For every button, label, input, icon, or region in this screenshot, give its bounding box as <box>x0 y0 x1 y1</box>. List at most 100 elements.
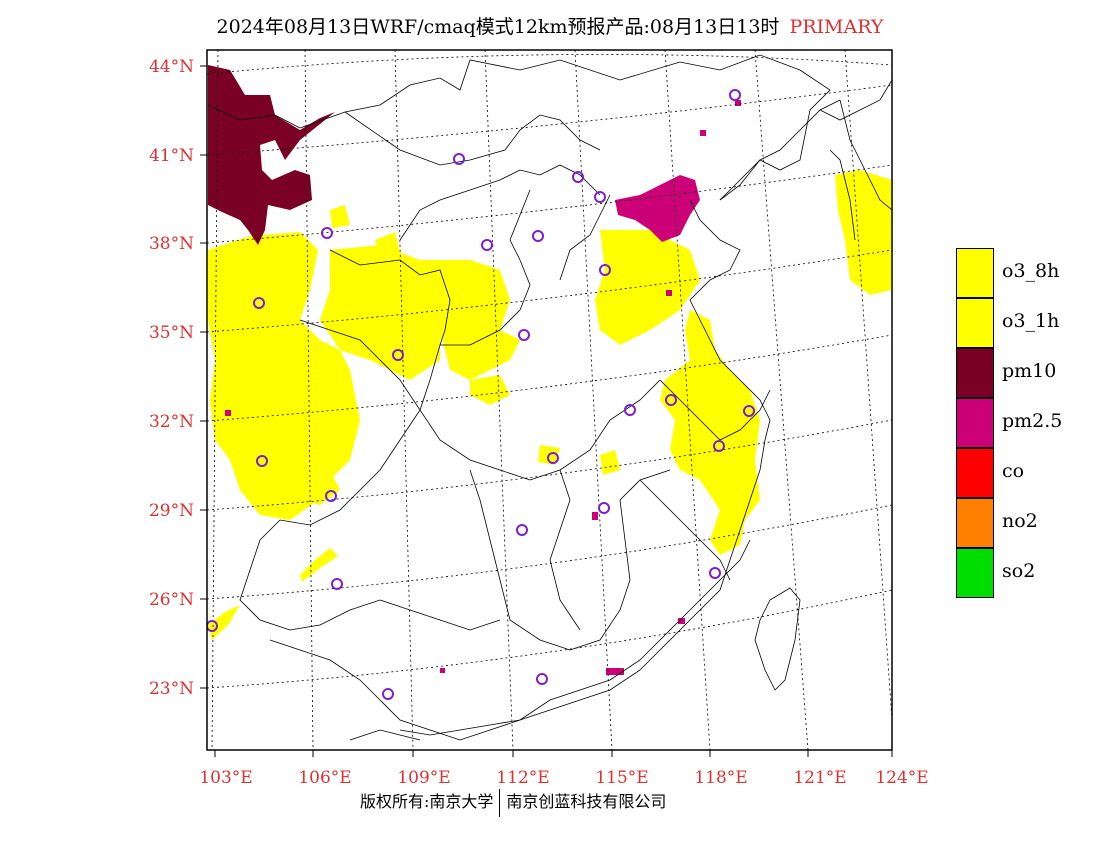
lat-label: 29°N <box>149 501 194 521</box>
longitude-labels: 103°E 106°E 109°E 112°E 115°E 118°E 121°… <box>199 768 928 788</box>
lat-label: 32°N <box>149 412 194 432</box>
legend-label: o3_1h <box>1002 310 1060 332</box>
boundary-guangxi <box>269 539 751 741</box>
lat-label: 44°N <box>149 57 194 77</box>
legend-swatch <box>956 548 994 598</box>
legend-label: o3_8h <box>1002 260 1060 282</box>
station-marker <box>382 688 394 700</box>
lon-label: 106°E <box>298 768 351 788</box>
meridian-115 <box>574 50 613 750</box>
meridian-121 <box>754 50 809 750</box>
o3-region-yunnan <box>208 605 240 640</box>
legend-swatch <box>956 398 994 448</box>
axis-ticks <box>200 65 893 757</box>
o3-region-loess <box>320 245 510 380</box>
legend-label: co <box>1002 460 1025 482</box>
boundary-east <box>659 379 771 441</box>
boundary-jilin <box>819 79 892 121</box>
parallel-26 <box>207 504 892 600</box>
station-marker <box>599 264 611 276</box>
title-tag: PRIMARY <box>789 16 884 38</box>
meridian-106 <box>304 50 314 750</box>
station-marker <box>518 329 530 341</box>
boundary-yunnan-guizhou <box>239 539 501 631</box>
lat-label: 23°N <box>149 679 194 699</box>
boundary-shanxi-hebei <box>559 194 611 281</box>
boundary-north-korea <box>829 149 856 241</box>
o3-region-guizhou <box>300 548 338 582</box>
copyright-footer: 版权所有:南京大学 南京创蓝科技有限公司 <box>360 788 666 817</box>
footer-separator <box>499 788 501 817</box>
o3-region-central <box>440 330 520 380</box>
o3-region-korea <box>835 170 892 295</box>
o3-region-west <box>208 232 360 520</box>
legend-label: pm10 <box>1002 360 1057 382</box>
lat-label: 35°N <box>149 323 194 343</box>
pm25-regions <box>225 100 741 675</box>
station-marker <box>256 455 268 467</box>
station-marker <box>253 297 265 309</box>
map-frame <box>206 49 893 751</box>
pm10-region-northwest <box>208 65 335 245</box>
lon-label: 115°E <box>595 768 648 788</box>
admin-boundaries <box>207 54 892 741</box>
o3-regions <box>208 170 892 640</box>
pm25-spot <box>700 130 706 136</box>
station-marker <box>598 502 610 514</box>
station-marker <box>481 239 493 251</box>
pm25-spot <box>678 618 685 624</box>
lon-label: 121°E <box>793 768 846 788</box>
station-marker <box>536 673 548 685</box>
title-main: 2024年08月13日WRF/cmaq模式12km预报产品:08月13日13时 <box>216 16 780 38</box>
boundary-china-north <box>207 54 831 201</box>
pm25-spot <box>606 668 624 675</box>
legend-label: pm2.5 <box>1002 410 1063 432</box>
station-marker <box>207 620 218 632</box>
station-marker <box>516 524 528 536</box>
o3-region-ns <box>330 205 350 228</box>
station-marker <box>729 89 741 101</box>
station-marker <box>321 227 333 239</box>
o3-region-east <box>660 310 760 555</box>
taiwan-island <box>754 587 801 691</box>
lon-label: 118°E <box>694 768 747 788</box>
station-marker <box>713 440 725 452</box>
o3-region-henan <box>595 230 700 345</box>
lat-label: 41°N <box>149 146 194 166</box>
station-marker <box>547 452 559 464</box>
boundary-hunan <box>469 469 671 651</box>
parallel-38 <box>207 164 892 244</box>
lon-label: 124°E <box>875 768 928 788</box>
meridian-112 <box>484 50 514 750</box>
hainan-coast <box>349 729 421 741</box>
boundary-central <box>419 344 661 481</box>
legend-swatch <box>956 348 994 398</box>
o3-region-taiyuan <box>375 232 400 256</box>
copyright-right: 南京创蓝科技有限公司 <box>506 792 667 811</box>
station-marker <box>594 191 606 203</box>
map-title: 2024年08月13日WRF/cmaq模式12km预报产品:08月13日13时 P… <box>0 12 1100 39</box>
parallel-44 <box>207 54 892 75</box>
lon-label: 103°E <box>199 768 252 788</box>
station-marker <box>665 394 677 406</box>
legend-swatch <box>956 248 994 298</box>
pm25-spot <box>735 100 741 106</box>
legend-swatch <box>956 498 994 548</box>
boundary-shaanxi <box>440 189 531 346</box>
legend-label: no2 <box>1002 510 1038 532</box>
parallel-23 <box>207 589 892 689</box>
boundary-yellow-river <box>329 249 451 346</box>
station-marker <box>709 567 721 579</box>
station-marker <box>624 404 636 416</box>
boundary-jiangxi <box>549 469 581 631</box>
parallel-35 <box>207 249 892 333</box>
boundary-fujian <box>639 479 731 581</box>
latitude-labels: 44°N 41°N 38°N 35°N 32°N 29°N 26°N 23°N <box>149 57 194 699</box>
lon-label: 112°E <box>496 768 549 788</box>
lat-label: 26°N <box>149 590 194 610</box>
station-marker <box>532 230 544 242</box>
legend-label: so2 <box>1002 560 1036 582</box>
lon-label: 109°E <box>397 768 450 788</box>
meridian-118 <box>664 50 711 750</box>
